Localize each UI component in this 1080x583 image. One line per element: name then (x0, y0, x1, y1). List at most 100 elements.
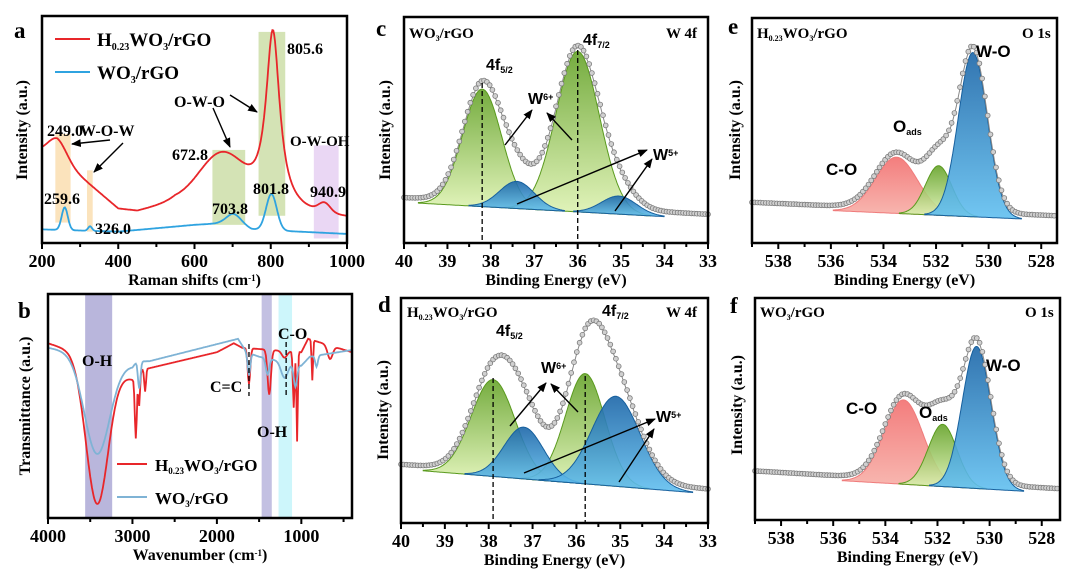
data-point (879, 160, 886, 167)
data-point (871, 173, 877, 179)
x-tick-label: 38 (482, 251, 500, 271)
data-point (495, 100, 501, 106)
x-tick-label: 534 (870, 251, 897, 271)
data-point (962, 356, 969, 362)
arrow-icon (516, 149, 648, 205)
data-point (539, 149, 545, 156)
annotation-label: 259.6 (44, 191, 80, 208)
data-point (450, 156, 457, 163)
data-point (613, 355, 619, 362)
data-point (608, 141, 615, 147)
annotation-label: C-O (846, 399, 877, 418)
legend-label: H0.23WO3/rGO (97, 30, 211, 53)
data-point (960, 366, 966, 372)
plot-frame (753, 296, 1062, 522)
data-point (638, 426, 644, 433)
data-point (621, 379, 628, 385)
x-tick-label: 38 (480, 531, 498, 551)
data-point (1007, 473, 1013, 480)
data-point (467, 408, 474, 414)
annotation-label: W-O (986, 356, 1021, 375)
annotation-label: C=C (210, 379, 242, 396)
data-point (512, 365, 519, 372)
panel-letter: c (376, 16, 386, 41)
data-point (565, 380, 572, 387)
data-point (979, 75, 985, 82)
data-point (640, 433, 647, 440)
data-point (453, 148, 460, 154)
data-point (868, 453, 875, 459)
data-point (965, 346, 972, 353)
data-point (940, 136, 947, 142)
panel-letter: a (14, 18, 26, 43)
arrow-icon (546, 112, 573, 141)
series-line (47, 337, 353, 455)
x-tick-label: 39 (436, 531, 454, 551)
annotation-label: 4f7/2 (583, 32, 610, 50)
arrow-icon (550, 383, 579, 413)
x-tick-label: 538 (765, 251, 792, 271)
data-point (951, 110, 958, 116)
data-point (442, 176, 449, 183)
x-tick-label: 600 (181, 251, 208, 271)
data-point (602, 122, 609, 129)
annotation-label: 805.6 (287, 41, 323, 58)
data-point (615, 363, 622, 370)
arrow-icon (504, 109, 533, 146)
data-point (957, 375, 963, 382)
data-point (500, 114, 507, 121)
data-point (459, 128, 465, 135)
annotation-label: 326.0 (95, 221, 131, 238)
data-point (990, 149, 996, 155)
data-point (862, 185, 869, 192)
annotation-label: O-W-OH (290, 134, 350, 150)
data-point (558, 80, 565, 87)
x-tick-label: 528 (1028, 528, 1055, 548)
data-point (1001, 195, 1008, 201)
data-point (873, 168, 880, 175)
legend-label: WO3/rGO (97, 63, 179, 86)
data-point (607, 341, 614, 348)
data-point (976, 60, 983, 67)
x-tick-label: 39 (438, 251, 456, 271)
arrow-icon (509, 382, 547, 427)
data-point (555, 92, 562, 98)
data-point (652, 457, 658, 464)
data-point (459, 429, 466, 436)
x-tick-label: 530 (976, 528, 1003, 548)
data-point (554, 415, 561, 421)
data-point (970, 43, 977, 50)
data-point (874, 441, 880, 448)
data-point (968, 339, 975, 345)
x-tick-label: 34 (655, 531, 673, 551)
series-line (47, 337, 353, 505)
data-point (987, 131, 994, 138)
data-point (948, 120, 955, 126)
y-axis-label: Intensity (a.u.) (14, 80, 31, 180)
annotation-label: W5+ (656, 409, 681, 426)
data-point (597, 101, 603, 108)
x-tick-label: 37 (524, 531, 542, 551)
data-point (560, 400, 566, 407)
data-point (985, 377, 991, 383)
annotation-label: W6+ (528, 91, 553, 108)
data-point (529, 401, 535, 408)
annotation-label: 703.8 (212, 201, 248, 218)
data-point (479, 377, 485, 384)
data-point (517, 151, 523, 158)
data-point (476, 384, 482, 391)
data-point (506, 129, 512, 135)
data-point (649, 452, 655, 458)
data-point (973, 49, 980, 56)
data-point (520, 382, 527, 389)
data-point (601, 329, 608, 336)
data-point (865, 181, 872, 188)
x-axis-label: Binding Energy (eV) (837, 549, 978, 566)
data-point (629, 403, 636, 409)
annotation-label: 672.8 (172, 147, 208, 164)
annotation-label: 4f7/2 (602, 303, 629, 321)
data-point (437, 185, 443, 192)
annotation-label: 801.8 (253, 181, 289, 198)
highlight-band (55, 134, 71, 223)
data-point (619, 169, 626, 176)
